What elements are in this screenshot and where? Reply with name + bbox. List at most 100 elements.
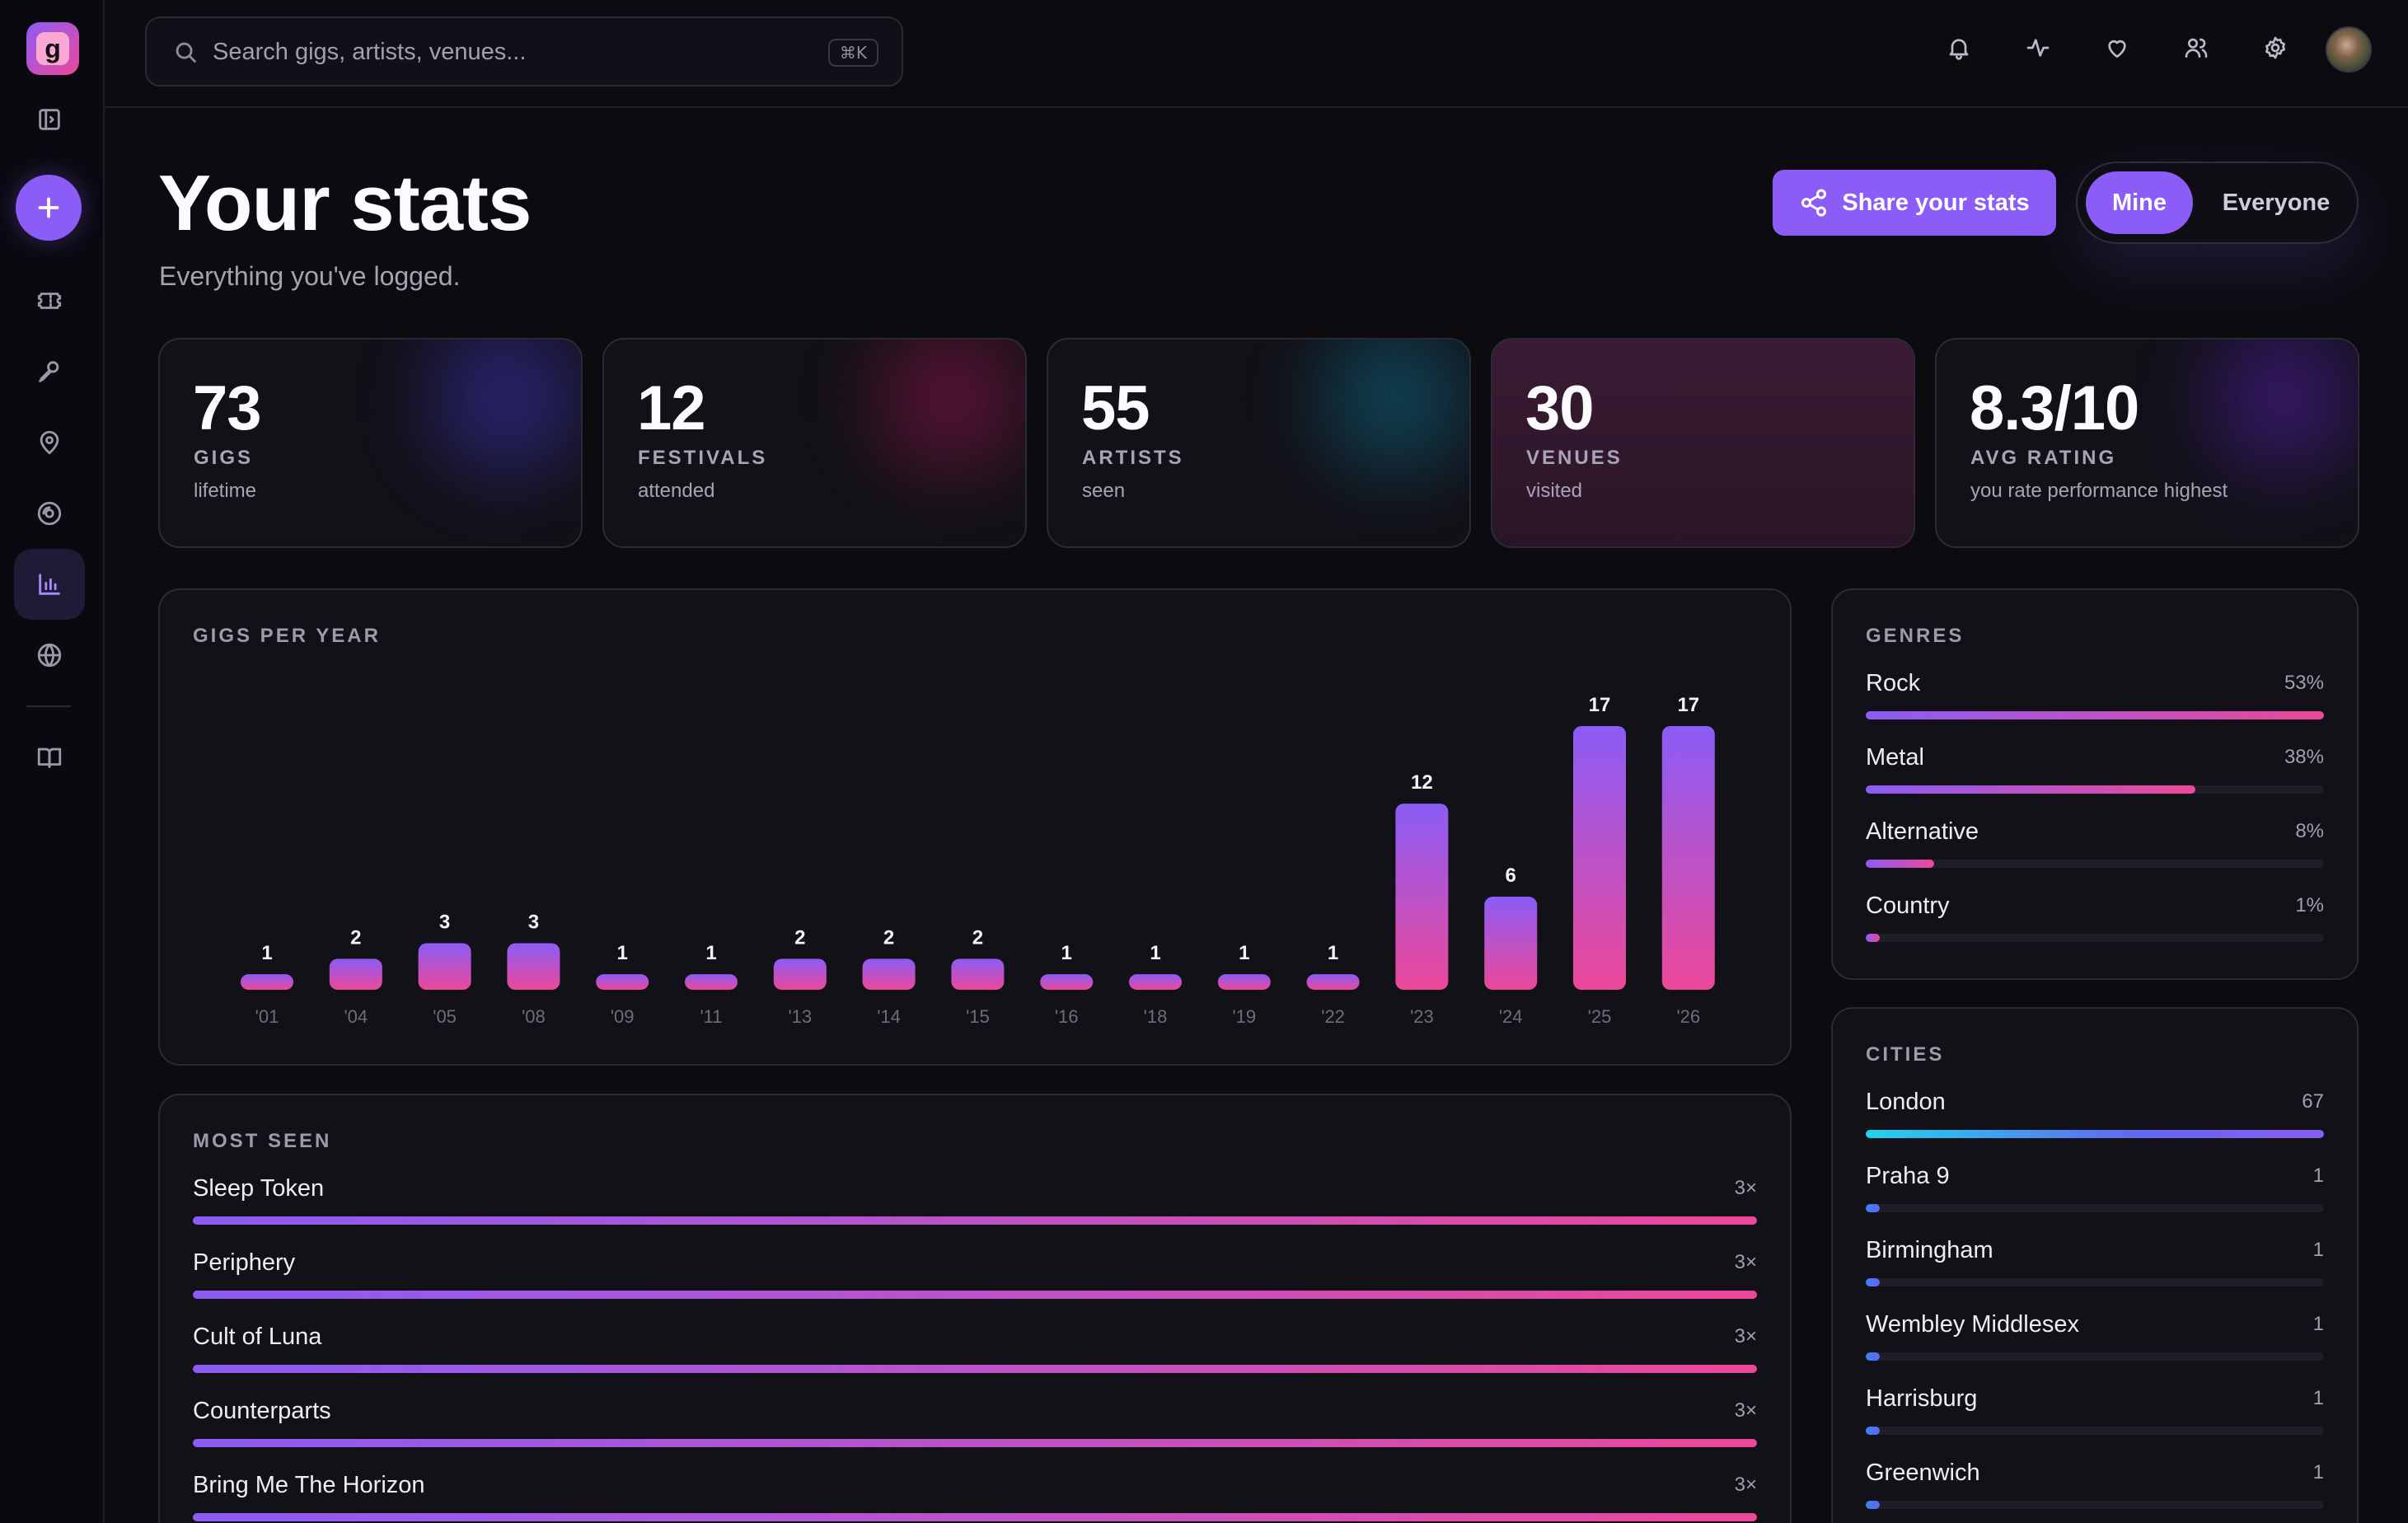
search-input[interactable] xyxy=(213,33,789,71)
user-avatar[interactable] xyxy=(2326,26,2372,73)
activity-icon[interactable] xyxy=(2020,30,2056,66)
scope-toggle: Mine Everyone xyxy=(2076,162,2359,244)
toggle-everyone[interactable]: Everyone xyxy=(2222,189,2331,216)
chart-bar-value-label: 1 xyxy=(705,942,716,964)
globe-icon[interactable] xyxy=(14,620,85,691)
genre-row-value: 53% xyxy=(2284,672,2324,694)
chart-bar[interactable] xyxy=(1484,897,1538,990)
stat-label: ARTISTS xyxy=(1082,447,1184,469)
chart-bar-value-label: 17 xyxy=(1677,694,1699,716)
stat-label: FESTIVALS xyxy=(638,447,768,469)
gear-icon[interactable] xyxy=(2257,30,2293,66)
chart-bar-value-label: 2 xyxy=(350,926,361,949)
stat-caption: visited xyxy=(1526,480,1583,502)
chart-bar[interactable] xyxy=(951,958,1005,990)
friends-icon[interactable] xyxy=(2178,30,2214,66)
genre-row-name: Alternative xyxy=(1866,818,1979,845)
genre-row-name: Rock xyxy=(1866,670,1921,696)
chart-bar-value-label: 17 xyxy=(1589,694,1611,716)
city-row[interactable]: Greenwich 1 xyxy=(1866,1460,2324,1523)
chart-bar[interactable] xyxy=(1217,974,1271,990)
stat-caption: lifetime xyxy=(194,480,257,502)
city-row-track xyxy=(1866,1352,2324,1361)
most-seen-row-track xyxy=(193,1513,1757,1521)
chart-bar[interactable] xyxy=(685,974,738,990)
most-seen-panel: MOST SEEN Sleep Token 3× Periphery 3× Cult o… xyxy=(158,1094,1792,1523)
most-seen-row-bar xyxy=(193,1365,1757,1373)
city-row[interactable]: Birmingham 1 xyxy=(1866,1237,2324,1311)
stat-card-festivals: 12 FESTIVALS attended xyxy=(602,338,1027,548)
toggle-mine[interactable]: Mine xyxy=(2086,171,2193,234)
toggle-sidebar-icon[interactable] xyxy=(14,84,85,155)
genre-row-name: Metal xyxy=(1866,744,1924,771)
add-gig-button[interactable] xyxy=(16,175,82,241)
vinyl-disc-icon[interactable] xyxy=(14,478,85,549)
genre-row[interactable]: Country 1% xyxy=(1866,893,2324,967)
city-row-value: 1 xyxy=(2312,1165,2324,1187)
most-seen-row-name: Sleep Token xyxy=(193,1175,325,1202)
most-seen-row-name: Bring Me The Horizon xyxy=(193,1472,425,1498)
city-row[interactable]: Praha 9 1 xyxy=(1866,1163,2324,1237)
genre-row[interactable]: Rock 53% xyxy=(1866,670,2324,744)
chart-bar[interactable] xyxy=(773,958,827,990)
most-seen-row[interactable]: Periphery 3× xyxy=(193,1249,1757,1324)
genre-row-value: 8% xyxy=(2295,820,2324,842)
top-bar: ⌘K xyxy=(105,0,2408,108)
most-seen-row-track xyxy=(193,1216,1757,1225)
chart-bar[interactable] xyxy=(507,943,560,990)
city-row[interactable]: London 67 xyxy=(1866,1089,2324,1163)
chart-bar[interactable] xyxy=(418,943,471,990)
city-row-bar xyxy=(1866,1278,1880,1286)
stat-value: 8.3/10 xyxy=(1970,373,2139,443)
chart-x-tick-label: '13 xyxy=(788,1006,812,1027)
microphone-icon[interactable] xyxy=(14,336,85,407)
city-row-bar xyxy=(1866,1204,1880,1212)
chart-bar[interactable] xyxy=(329,958,382,990)
genre-row[interactable]: Alternative 8% xyxy=(1866,818,2324,893)
book-icon[interactable] xyxy=(14,722,85,793)
chart-x-tick-label: '24 xyxy=(1499,1006,1523,1027)
chart-x-tick-label: '05 xyxy=(433,1006,457,1027)
chart-bar-value-label: 1 xyxy=(261,942,272,964)
chart-x-tick-label: '08 xyxy=(522,1006,546,1027)
chart-bar[interactable] xyxy=(1129,974,1182,990)
chart-bar[interactable] xyxy=(1040,974,1094,990)
most-seen-row[interactable]: Bring Me The Horizon 3× xyxy=(193,1472,1757,1523)
chart-x-tick-label: '16 xyxy=(1055,1006,1079,1027)
genre-row-track xyxy=(1866,711,2324,719)
heart-icon[interactable] xyxy=(2099,30,2135,66)
city-row-name: Praha 9 xyxy=(1866,1163,1950,1189)
city-row[interactable]: Harrisburg 1 xyxy=(1866,1385,2324,1460)
map-pin-icon[interactable] xyxy=(14,407,85,478)
chart-x-tick-label: '15 xyxy=(966,1006,990,1027)
chart-bar[interactable] xyxy=(1395,804,1449,990)
most-seen-row-value: 3× xyxy=(1734,1177,1757,1199)
most-seen-row-value: 3× xyxy=(1734,1251,1757,1273)
most-seen-row[interactable]: Counterparts 3× xyxy=(193,1398,1757,1472)
city-row[interactable]: Wembley Middlesex 1 xyxy=(1866,1311,2324,1385)
chart-bar[interactable] xyxy=(596,974,649,990)
stats-chart-icon[interactable] xyxy=(14,549,85,620)
chart-bar[interactable] xyxy=(862,958,916,990)
stat-value: 55 xyxy=(1081,373,1150,443)
search-icon xyxy=(171,38,199,66)
stat-caption: attended xyxy=(638,480,715,502)
stat-card-gigs: 73 GIGS lifetime xyxy=(158,338,583,548)
bell-icon[interactable] xyxy=(1941,30,1977,66)
app-logo[interactable]: g xyxy=(26,22,79,75)
chart-bar[interactable] xyxy=(241,974,293,990)
chart-x-tick-label: '01 xyxy=(255,1006,279,1027)
chart-x-tick-label: '22 xyxy=(1321,1006,1345,1027)
most-seen-row[interactable]: Sleep Token 3× xyxy=(193,1175,1757,1249)
genre-row[interactable]: Metal 38% xyxy=(1866,744,2324,818)
chart-bar[interactable] xyxy=(1306,974,1360,990)
chart-bar[interactable] xyxy=(1661,726,1715,990)
most-seen-row[interactable]: Cult of Luna 3× xyxy=(193,1324,1757,1398)
genre-row-track xyxy=(1866,860,2324,868)
share-stats-button[interactable]: Share your stats xyxy=(1773,170,2056,236)
city-row-track xyxy=(1866,1130,2324,1138)
ticket-icon[interactable] xyxy=(14,265,85,336)
genre-row-name: Country xyxy=(1866,893,1950,919)
search-box[interactable]: ⌘K xyxy=(145,16,903,87)
chart-bar[interactable] xyxy=(1573,726,1626,990)
